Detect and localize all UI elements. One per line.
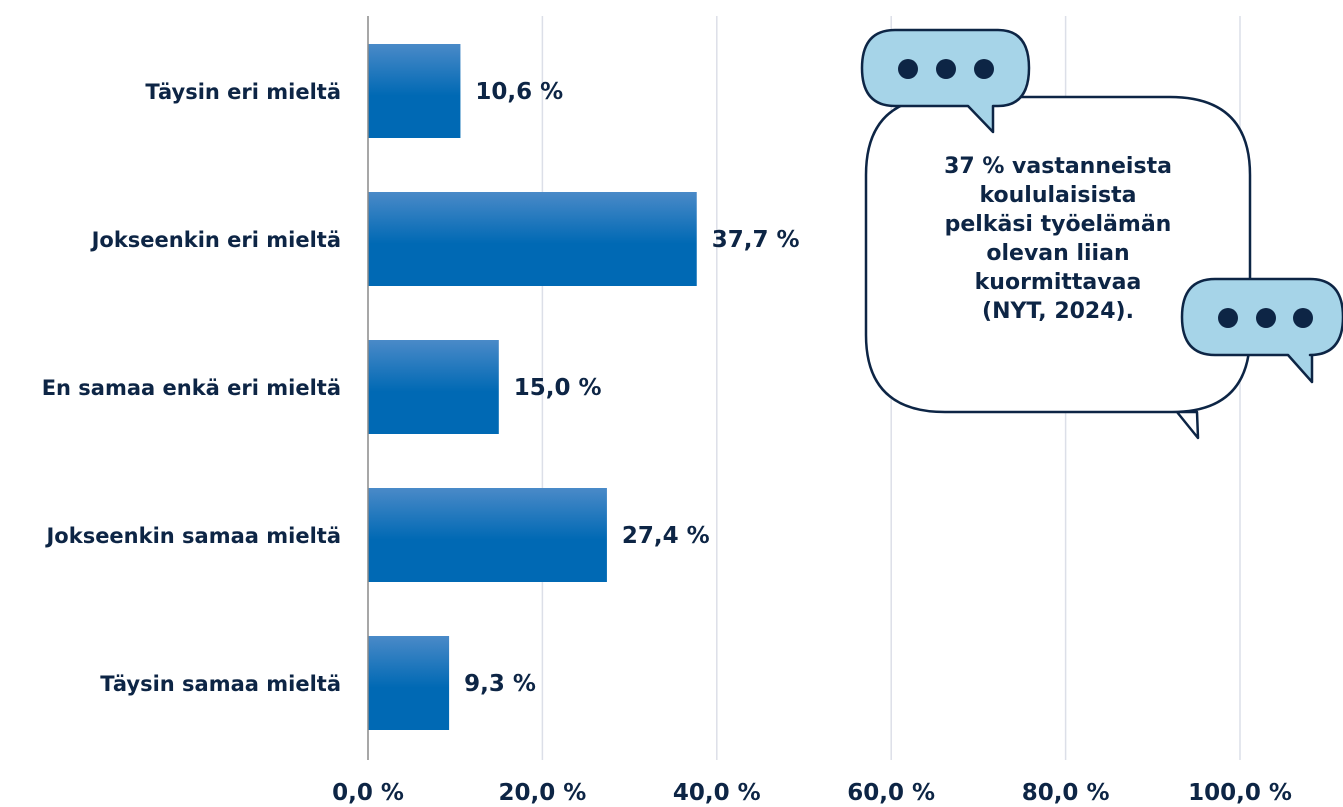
ellipsis-dot-icon (1256, 308, 1276, 328)
ellipsis-dot-icon (1293, 308, 1313, 328)
category-label: En samaa enkä eri mieltä (42, 376, 341, 400)
x-tick-label: 20,0 % (498, 780, 586, 806)
callout-text: 37 % vastanneista koululaisista pelkäsi … (944, 154, 1172, 324)
x-tick-label: 100,0 % (1188, 780, 1292, 806)
x-tick-label: 60,0 % (847, 780, 935, 806)
ellipsis-dot-icon (936, 59, 956, 79)
bar (368, 488, 607, 582)
category-label: Jokseenkin eri mieltä (90, 228, 341, 252)
bar (368, 192, 697, 286)
ellipsis-dot-icon (974, 59, 994, 79)
labels: 0,0 % 20,0 % 40,0 % 60,0 % 80,0 % 100,0 % 10,6… (42, 79, 1292, 806)
data-label: 27,4 % (622, 523, 710, 549)
data-label: 37,7 % (712, 227, 800, 253)
x-tick-label: 80,0 % (1022, 780, 1110, 806)
ellipsis-dot-icon (898, 59, 918, 79)
ellipsis-dot-icon (1218, 308, 1238, 328)
category-label: Täysin samaa mieltä (100, 672, 341, 696)
data-label: 15,0 % (514, 375, 602, 401)
bar (368, 340, 499, 434)
bars (368, 44, 697, 730)
x-tick-label: 0,0 % (332, 780, 404, 806)
callout-graphic (860, 28, 1343, 440)
speech-bubble-small-top (860, 28, 1031, 134)
category-label: Jokseenkin samaa mieltä (44, 524, 341, 548)
x-tick-label: 40,0 % (673, 780, 761, 806)
data-label: 10,6 % (475, 79, 563, 105)
bar (368, 636, 450, 730)
speech-bubble-small-right (1180, 277, 1343, 384)
category-label: Täysin eri mieltä (145, 80, 341, 104)
speech-bubble-main (864, 95, 1252, 440)
bar (368, 44, 461, 138)
data-label: 9,3 % (464, 671, 536, 697)
